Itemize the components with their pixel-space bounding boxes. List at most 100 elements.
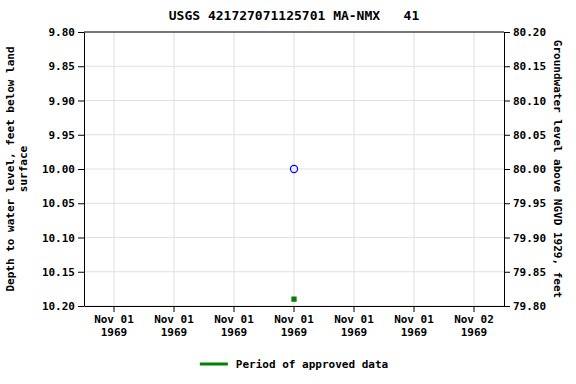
y2-axis-title-line: Groundwater level above NGVD 1929, feet bbox=[551, 40, 564, 298]
grid-line bbox=[294, 32, 295, 306]
grid-line bbox=[174, 32, 175, 306]
legend-label: Period of approved data bbox=[236, 358, 388, 371]
tick-label: 80.05 bbox=[513, 129, 546, 142]
tick-label-line: 1969 bbox=[161, 326, 188, 339]
tick-label: 10.05 bbox=[42, 197, 75, 210]
tick-mark bbox=[504, 306, 510, 307]
tick: Nov 021969 bbox=[454, 306, 494, 339]
marks bbox=[290, 165, 297, 301]
grid-line bbox=[414, 32, 415, 306]
tick-label: 9.95 bbox=[49, 129, 76, 142]
axis-line bbox=[84, 33, 85, 307]
tick: 79.90 bbox=[504, 232, 546, 245]
grid-line bbox=[84, 32, 504, 33]
tick-mark bbox=[354, 306, 355, 312]
tick: Nov 011969 bbox=[154, 306, 194, 339]
tick: 79.95 bbox=[504, 197, 546, 210]
tick-mark bbox=[78, 238, 84, 239]
frame bbox=[84, 32, 504, 33]
legend: Period of approved data bbox=[200, 358, 388, 371]
tick-mark bbox=[78, 169, 84, 170]
tick-label-line: 1969 bbox=[341, 326, 368, 339]
tick-label: Nov 011969 bbox=[214, 313, 254, 339]
tick-mark bbox=[504, 238, 510, 239]
tick-label: Nov 011969 bbox=[94, 313, 134, 339]
tick-label: 79.90 bbox=[513, 232, 546, 245]
tick-label-line: Nov 01 bbox=[334, 313, 374, 326]
tick: Nov 011969 bbox=[94, 306, 134, 339]
tick-label: 80.20 bbox=[513, 26, 546, 39]
tick-label: Nov 011969 bbox=[274, 313, 314, 339]
tick-mark bbox=[78, 203, 84, 204]
tick-label: 9.85 bbox=[49, 60, 76, 73]
tick-mark bbox=[504, 203, 510, 204]
grid-line bbox=[354, 32, 355, 306]
tick-mark bbox=[78, 66, 84, 67]
tick-label: Nov 011969 bbox=[334, 313, 374, 339]
tick-mark bbox=[174, 306, 175, 312]
legend-swatch bbox=[200, 363, 228, 366]
chart: Nov 011969Nov 011969Nov 011969Nov 011969… bbox=[0, 0, 576, 384]
x-axis: Nov 011969Nov 011969Nov 011969Nov 011969… bbox=[85, 306, 505, 339]
grid-line bbox=[234, 32, 235, 306]
tick-label: 9.90 bbox=[49, 95, 76, 108]
tick: 79.80 bbox=[504, 300, 546, 313]
legend-item: Period of approved data bbox=[200, 358, 388, 371]
tick: 10.05 bbox=[42, 197, 84, 210]
tick-label: 79.80 bbox=[513, 300, 546, 313]
tick-label: 10.20 bbox=[42, 300, 75, 313]
tick-mark bbox=[78, 101, 84, 102]
tick: Nov 011969 bbox=[274, 306, 314, 339]
tick-label: 10.10 bbox=[42, 232, 75, 245]
tick-label-line: 1969 bbox=[401, 326, 428, 339]
tick-mark bbox=[504, 272, 510, 273]
tick: 9.85 bbox=[49, 60, 85, 73]
tick: 10.00 bbox=[42, 163, 84, 176]
tick-label-line: 1969 bbox=[101, 326, 128, 339]
tick-label-line: Nov 01 bbox=[154, 313, 194, 326]
grid bbox=[84, 32, 504, 306]
tick-label: 80.00 bbox=[513, 163, 546, 176]
tick: 10.15 bbox=[42, 266, 84, 279]
tick-mark bbox=[474, 306, 475, 312]
tick: Nov 011969 bbox=[214, 306, 254, 339]
tick-label: 9.80 bbox=[49, 26, 76, 39]
tick: Nov 011969 bbox=[334, 306, 374, 339]
tick-mark bbox=[504, 32, 510, 33]
tick-mark bbox=[294, 306, 295, 312]
tick-mark bbox=[114, 306, 115, 312]
y-axis-title: Depth to water level, feet below landsur… bbox=[4, 46, 30, 291]
tick: 79.85 bbox=[504, 266, 546, 279]
tick-label: 79.85 bbox=[513, 266, 546, 279]
tick-mark bbox=[78, 32, 84, 33]
tick-mark bbox=[414, 306, 415, 312]
tick: 80.20 bbox=[504, 26, 546, 39]
tick-mark bbox=[78, 135, 84, 136]
tick: 9.95 bbox=[49, 129, 85, 142]
grid-line bbox=[474, 32, 475, 306]
plot: Nov 011969Nov 011969Nov 011969Nov 011969… bbox=[4, 8, 564, 371]
tick: 9.80 bbox=[49, 26, 85, 39]
tick-mark bbox=[234, 306, 235, 312]
tick-label-line: Nov 01 bbox=[274, 313, 314, 326]
tick-label-line: Nov 01 bbox=[94, 313, 134, 326]
y2-axis: 80.2080.1580.1080.0580.0079.9579.9079.85… bbox=[504, 26, 546, 313]
point bbox=[290, 165, 297, 172]
series bbox=[290, 165, 297, 172]
tick-label: 10.15 bbox=[42, 266, 75, 279]
point bbox=[291, 297, 296, 302]
y2-axis-title: Groundwater level above NGVD 1929, feet bbox=[551, 40, 564, 298]
y-axis-title-line: surface bbox=[17, 145, 30, 192]
tick: 10.20 bbox=[42, 300, 84, 313]
tick-mark bbox=[504, 101, 510, 102]
tick-label-line: Nov 02 bbox=[454, 313, 494, 326]
tick: 10.10 bbox=[42, 232, 84, 245]
tick-label: 10.00 bbox=[42, 163, 75, 176]
tick-label: Nov 021969 bbox=[454, 313, 494, 339]
tick-label-line: Nov 01 bbox=[394, 313, 434, 326]
tick-label: 80.10 bbox=[513, 95, 546, 108]
tick: Nov 011969 bbox=[394, 306, 434, 339]
tick-label-line: 1969 bbox=[461, 326, 488, 339]
tick: 80.05 bbox=[504, 129, 546, 142]
grid-line bbox=[114, 32, 115, 306]
